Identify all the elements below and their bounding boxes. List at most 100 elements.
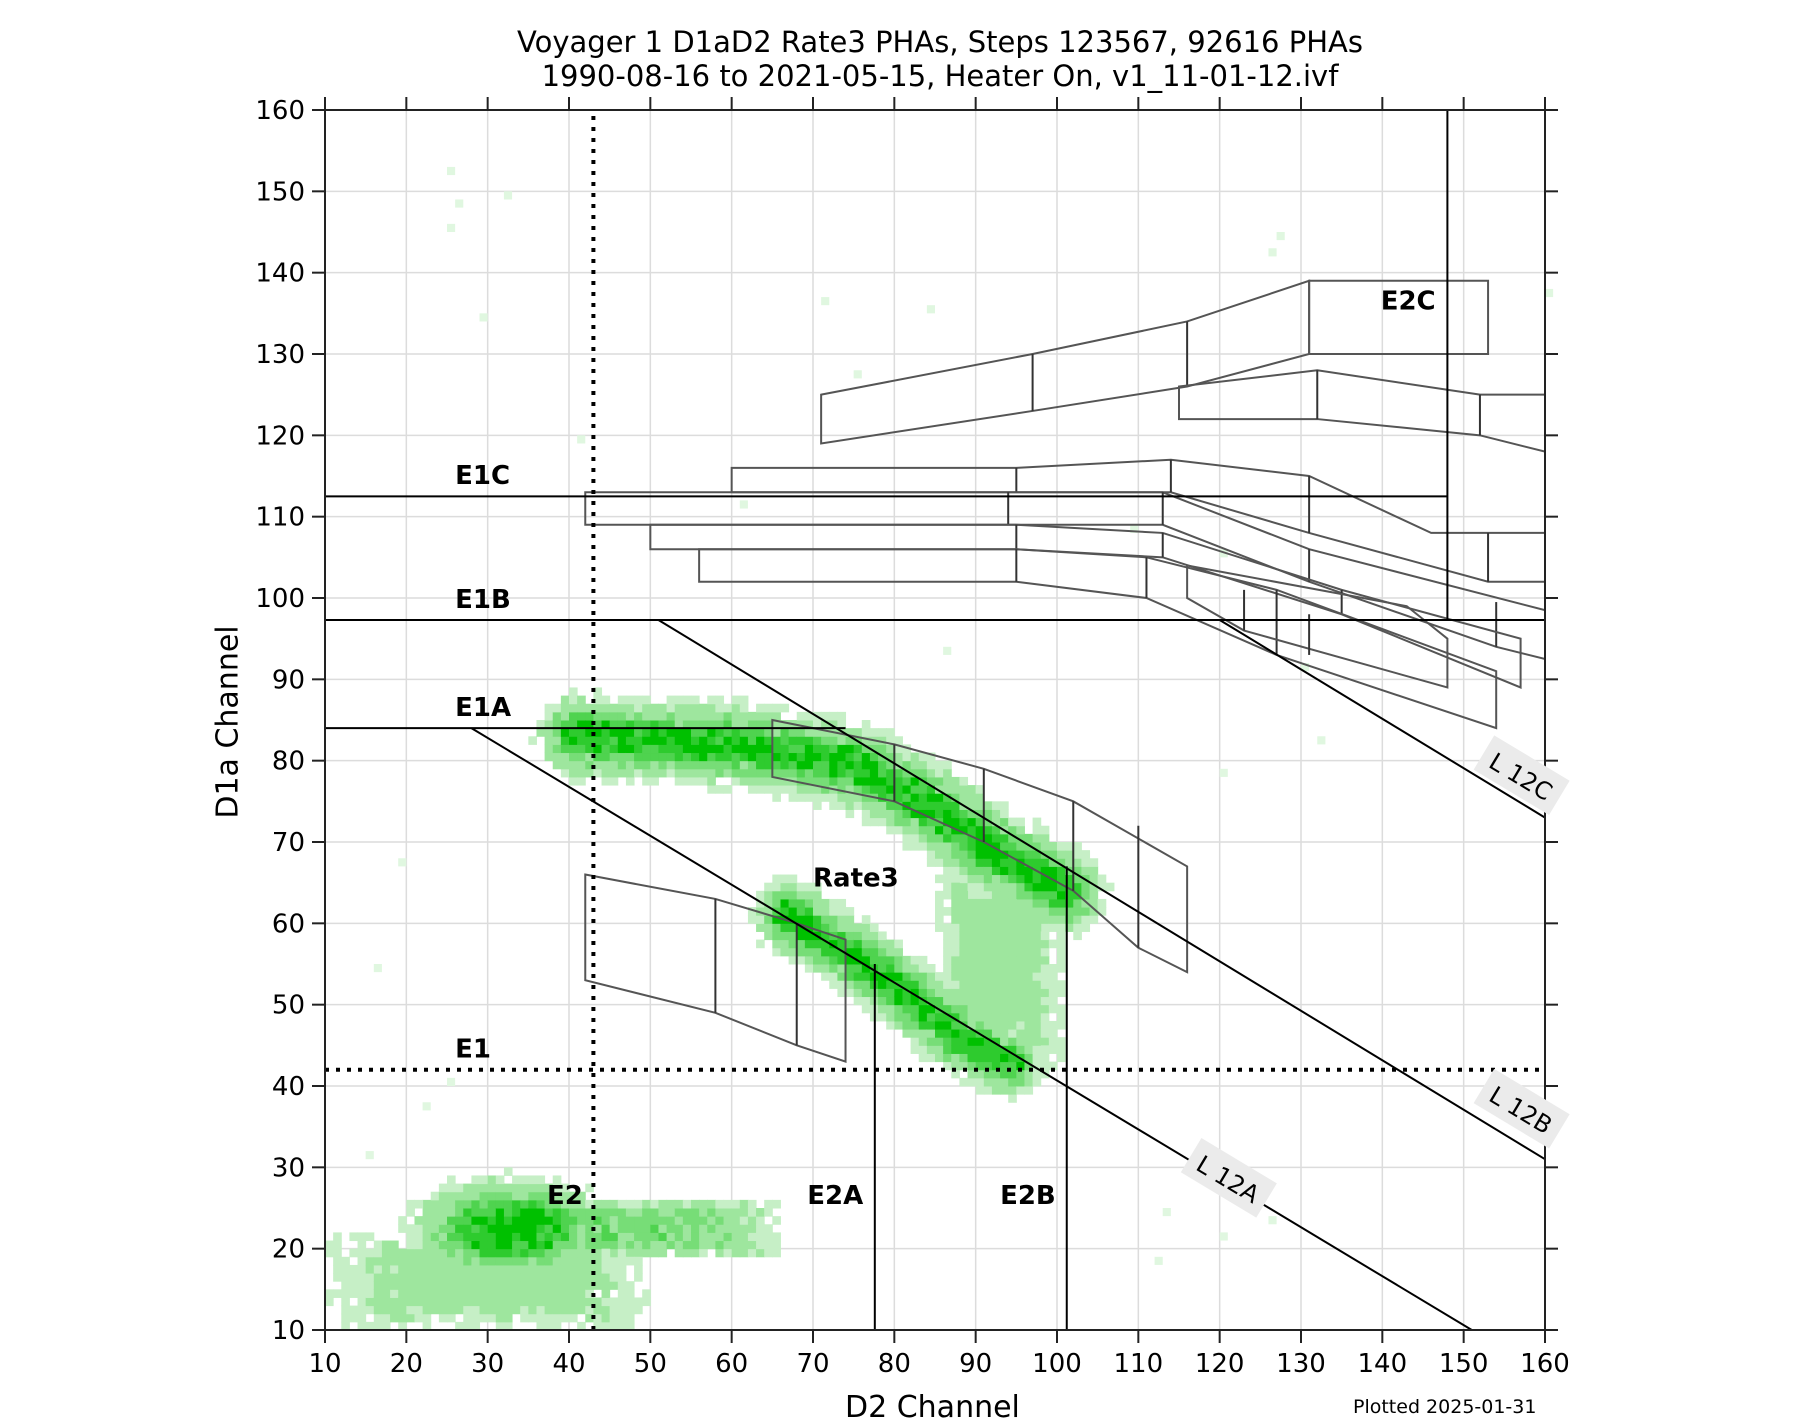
density-cell [617,728,627,737]
density-cell [869,955,879,965]
density-cell [593,1232,603,1242]
density-cell [1008,980,1017,989]
density-cell [585,1273,594,1282]
density-cell [772,785,781,794]
density-cell [731,1232,741,1242]
density-cell [845,760,855,770]
density-cell [406,1305,415,1315]
density-cell [853,996,863,1006]
density-cell [1032,955,1042,965]
density-cell [951,1069,960,1079]
density-cell [878,1004,887,1014]
density-cell [617,1199,627,1209]
density-cell [569,776,578,786]
density-cell [544,736,554,745]
density-cell [609,1224,619,1233]
density-cell [471,1191,481,1201]
density-cell [699,760,708,770]
density-cell [853,744,863,754]
density-cell [894,1020,903,1030]
density-cell [528,1256,537,1266]
density-cell [544,720,554,729]
density-cell [845,964,855,973]
density-cell [983,1077,993,1087]
density-cell [707,703,716,713]
density-cell [918,793,928,802]
density-cell [593,1297,603,1307]
density-cell [560,711,570,721]
density-cell [560,1199,570,1209]
density-cell [821,972,830,981]
density-cell [560,1248,570,1258]
density-cell [691,703,700,713]
density-cell [601,1199,611,1209]
density-cell [837,768,847,778]
density-cell [788,931,798,941]
density-cell [691,736,700,745]
density-cell [1032,1061,1042,1071]
density-cell [780,898,790,908]
density-cell [1040,988,1050,998]
density-cell [463,1297,472,1307]
density-cell [983,931,993,941]
density-cell [455,1297,464,1307]
density-cell [707,1224,716,1233]
density-cell [910,980,920,989]
density-cell [617,711,627,721]
density-cell [1073,882,1082,892]
density-cell [658,760,668,770]
density-cell [756,711,765,721]
region-label-e1c: E1C [455,461,510,491]
density-cell [609,711,619,721]
density-cell [796,760,806,770]
density-cell [1032,833,1042,843]
density-cell [674,728,684,737]
density-cell [430,1240,440,1250]
density-cell [585,744,594,754]
density-cell [951,809,960,819]
density-cell [520,1297,529,1307]
density-cell [536,1289,546,1298]
density-cell [959,882,969,892]
density-cell [512,1240,521,1250]
density-cell [1008,1045,1017,1054]
density-cell [829,915,838,924]
density-cell [723,744,733,754]
density-cell [650,720,659,729]
density-cell [1016,1029,1025,1038]
density-cell [438,1289,448,1298]
density-cell [1032,1004,1042,1014]
density-cell [894,768,903,778]
density-cell [1016,955,1025,965]
density-cell [593,744,603,754]
density-cell [479,1289,489,1298]
density-cell [910,842,920,851]
density-cell [935,972,944,981]
density-cell [967,890,977,900]
density-cell [837,907,847,916]
density-cell [707,744,716,754]
density-cell [837,785,847,794]
density-cell [585,1264,594,1274]
density-cell [666,720,676,729]
density-cell [1032,898,1042,908]
density-cell [853,728,863,737]
density-cell [983,898,993,908]
density-cell [829,955,838,965]
density-cell [609,736,619,745]
density-cell [528,1183,537,1193]
density-cell [691,1208,700,1217]
density-cell [487,1281,497,1290]
density-cell [739,711,749,721]
density-cell [398,1297,407,1307]
density-cell [853,752,863,762]
density-cell [991,915,1001,924]
density-cell [373,1264,383,1274]
density-cell [536,1264,546,1274]
density-cell [438,1240,448,1250]
density-cell [552,736,562,745]
density-cell [1089,882,1099,892]
density-cell [495,1297,505,1307]
density-cell [959,972,969,981]
density-cell [869,947,879,957]
